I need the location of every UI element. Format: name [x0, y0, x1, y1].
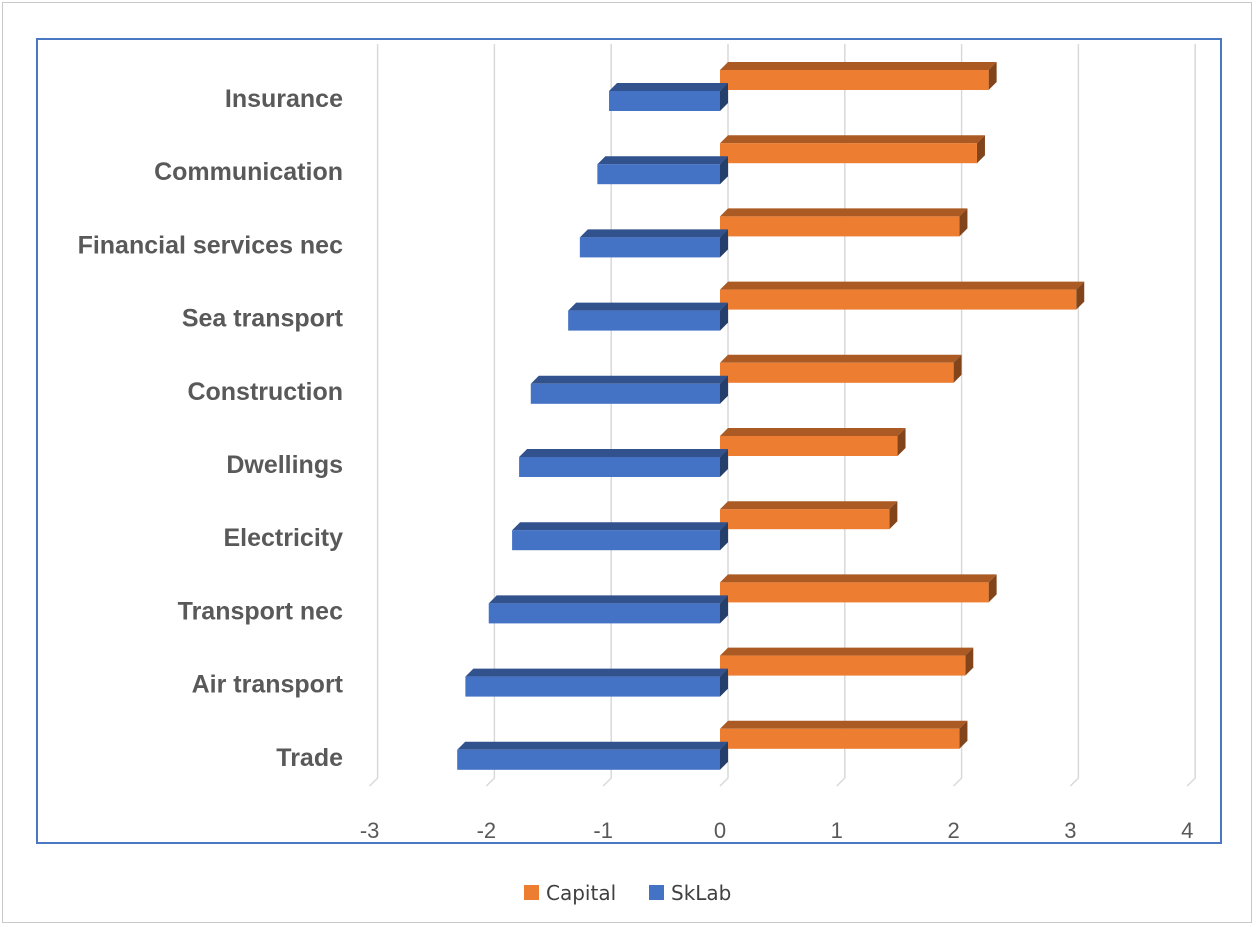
plot-area-frame — [36, 38, 1222, 844]
bar-sklab — [457, 741, 728, 770]
gridline — [485, 44, 496, 787]
category-label: Insurance — [225, 85, 343, 113]
bar-sklab — [465, 668, 728, 697]
legend-label-sklab: SkLab — [671, 881, 731, 905]
bar-sklab — [579, 229, 728, 258]
legend-swatch-sklab — [649, 885, 664, 900]
bar-sklab — [512, 522, 728, 551]
category-label: Financial services nec — [78, 231, 344, 259]
category-label: Dwellings — [226, 451, 343, 479]
bar-capital — [720, 574, 997, 603]
bar-sklab — [597, 156, 728, 185]
gridline — [1069, 44, 1080, 787]
category-labels: Insurance Communication Financial services… — [78, 85, 344, 772]
bar-capital — [720, 62, 997, 90]
category-label: Electricity — [223, 524, 343, 552]
x-tick-label: 2 — [947, 818, 959, 843]
category-label: Sea transport — [182, 305, 344, 333]
bar-sklab — [519, 449, 728, 477]
x-tick-label: -1 — [593, 818, 613, 843]
legend: Capital SkLab — [524, 881, 731, 905]
x-tick-label: -3 — [360, 818, 380, 843]
category-label: Construction — [187, 378, 343, 406]
bar-capital — [720, 208, 968, 237]
bar-capital — [720, 428, 906, 456]
category-label: Trade — [276, 744, 343, 772]
bar-capital — [720, 720, 968, 749]
gridline — [602, 44, 612, 787]
legend-swatch-capital — [524, 885, 539, 900]
bar-sklab — [609, 83, 728, 111]
category-label: Communication — [154, 158, 343, 186]
x-tick-label: 3 — [1064, 818, 1076, 843]
x-axis-tick-labels: -3 -2 -1 0 1 2 3 4 — [360, 818, 1194, 843]
x-tick-label: 0 — [714, 818, 726, 843]
bar-capital — [720, 647, 974, 676]
category-label: Transport nec — [178, 597, 343, 625]
bar-sklab — [568, 302, 728, 331]
bar-capital — [720, 135, 985, 164]
gridline — [1186, 44, 1196, 787]
bar-capital — [720, 281, 1085, 310]
bar-capital — [720, 354, 962, 383]
legend-label-capital: Capital — [546, 881, 616, 905]
gridlines — [369, 44, 1196, 787]
x-tick-label: -2 — [477, 818, 497, 843]
bars — [457, 62, 1085, 770]
x-tick-label: 4 — [1181, 818, 1193, 843]
x-tick-label: 1 — [831, 818, 843, 843]
category-label: Air transport — [192, 671, 344, 699]
bar-capital — [720, 501, 898, 530]
bar-sklab — [530, 375, 728, 404]
gridline — [369, 44, 379, 787]
bar-sklab — [488, 595, 728, 624]
